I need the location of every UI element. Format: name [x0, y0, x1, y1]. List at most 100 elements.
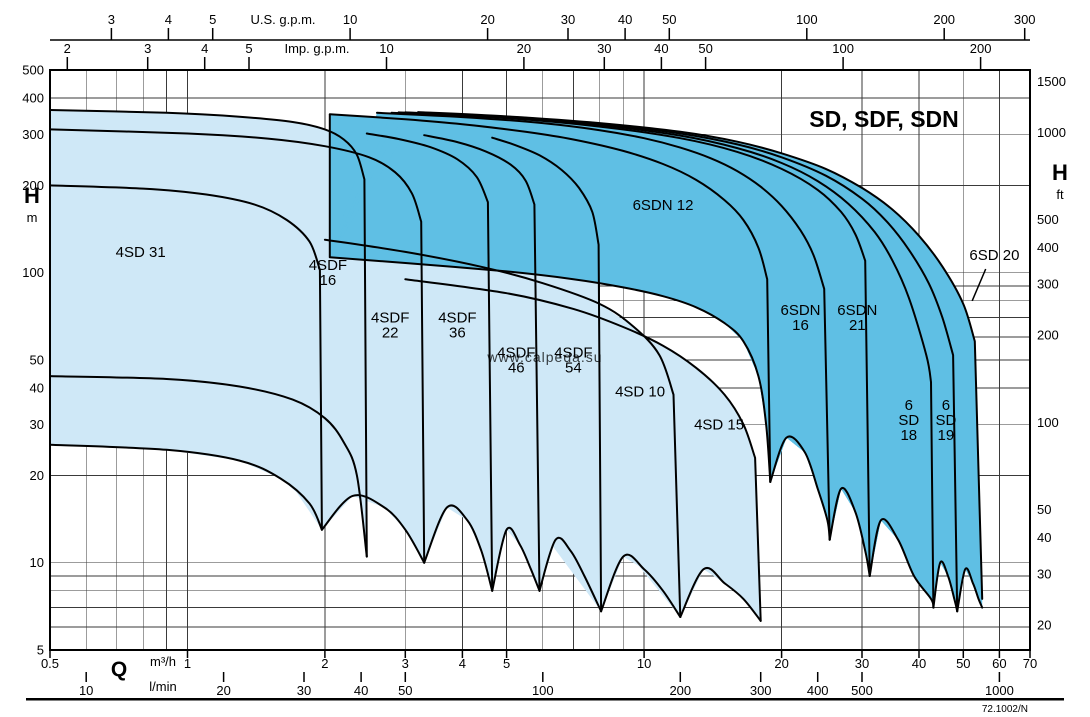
- curve-top-4sd-10: [323, 238, 682, 618]
- curve-top-6sdn-16: [376, 111, 831, 541]
- imp-gpm-tick-label: 200: [970, 41, 992, 56]
- envelope-fill-4sd-15: [405, 279, 761, 621]
- imp-gpm-tick-label: 3: [144, 41, 151, 56]
- pump-label-4sdf-46: 4SDF 46: [497, 345, 535, 377]
- h-m-tick-label: 400: [22, 91, 44, 106]
- us-gpm-tick-label: 40: [618, 12, 632, 27]
- q-m3h-tick-label: 0.5: [41, 656, 59, 671]
- h-ft-tick-label: 500: [1037, 212, 1059, 227]
- h-m-tick-label: 30: [30, 417, 44, 432]
- imp-gpm-tick-label: 2: [64, 41, 71, 56]
- h-m-tick-label: 5: [37, 643, 44, 658]
- curve-bottom-6sd-20: [956, 567, 984, 613]
- q-m3h-tick-label: 70: [1023, 656, 1037, 671]
- q-m3h-tick-label: 60: [992, 656, 1006, 671]
- h-ft-tick-label: 40: [1037, 530, 1051, 545]
- pump-label-6sd-18: 6 SD 18: [898, 397, 919, 444]
- curve-top-4sdf-54: [491, 136, 603, 613]
- q-lmin-tick-label: 300: [750, 683, 772, 698]
- q-m3h-axis-unit: m³/h: [150, 654, 176, 669]
- curve-bottom-4sdf-22: [320, 494, 426, 564]
- h-ft-tick-label: 300: [1037, 276, 1059, 291]
- curve-bottom-4sdf-36: [423, 504, 494, 592]
- q-lmin-tick-label: 40: [354, 683, 368, 698]
- h-m-tick-label: 200: [22, 178, 44, 193]
- imp-gpm-tick-label: 4: [201, 41, 208, 56]
- q-lmin-tick-label: 30: [297, 683, 311, 698]
- curve-bottom-6sdn-21: [828, 486, 871, 577]
- pump-label-4sdf-22: 4SDF 22: [371, 310, 409, 342]
- pump-label-4sd-15: 4SD 15: [694, 416, 744, 433]
- us-gpm-tick-label: 20: [480, 12, 494, 27]
- h-ft-tick-label: 1000: [1037, 125, 1066, 140]
- h-m-tick-label: 40: [30, 381, 44, 396]
- pump-label-4sdf-36: 4SDF 36: [438, 310, 476, 342]
- us-gpm-tick-label: 50: [662, 12, 676, 27]
- curve-top-6sdn-12: [328, 113, 772, 483]
- us-gpm-tick-label: 10: [343, 12, 357, 27]
- pump-label-6sd-20: 6SD 20: [969, 247, 1019, 264]
- envelope-curves: [49, 109, 984, 622]
- h-m-axis-unit: m: [27, 210, 38, 225]
- imp-gpm-tick-label: 20: [517, 41, 531, 56]
- pump-label-4sdf-16: 4SDF 16: [309, 257, 347, 289]
- imp-gpm-axis-title: Imp. g.p.m.: [284, 41, 349, 56]
- pump-label-4sdf-54: 4SDF 54: [554, 345, 592, 377]
- h-ft-tick-label: 30: [1037, 566, 1051, 581]
- us-gpm-tick-label: 4: [165, 12, 172, 27]
- pointer-line-6sd-20: [971, 268, 987, 302]
- q-lmin-tick-label: 200: [669, 683, 691, 698]
- q-lmin-tick-label: 400: [807, 683, 829, 698]
- q-axis-title: Q: [111, 658, 127, 681]
- curve-bottom-4sdf-16: [49, 375, 368, 558]
- pump-label-6sdn-21: 6SDN 21: [837, 302, 877, 334]
- q-lmin-tick-label: 20: [216, 683, 230, 698]
- us-gpm-axis-title: U.S. g.p.m.: [250, 12, 315, 27]
- us-gpm-tick-label: 300: [1014, 12, 1036, 27]
- h-ft-tick-label: 50: [1037, 502, 1051, 517]
- curve-bottom-4sd-15: [679, 566, 762, 622]
- pump-label-4sd-31: 4SD 31: [116, 244, 166, 261]
- q-lmin-tick-label: 50: [398, 683, 412, 698]
- pump-label-6sd-19: 6 SD 19: [935, 397, 956, 444]
- h-ft-tick-label: 400: [1037, 240, 1059, 255]
- q-m3h-tick-label: 3: [402, 656, 409, 671]
- pump-label-6sdn-16: 6SDN 16: [780, 302, 820, 334]
- curve-top-6sd-20: [417, 111, 984, 600]
- imp-gpm-tick-label: 50: [698, 41, 712, 56]
- imp-gpm-tick-label: 30: [597, 41, 611, 56]
- curve-bottom-4sd-31: [49, 443, 323, 531]
- footer-rule: [26, 698, 1064, 701]
- h-m-tick-label: 100: [22, 265, 44, 280]
- q-m3h-tick-label: 4: [459, 656, 466, 671]
- imp-gpm-tick-label: 100: [832, 41, 854, 56]
- h-ft-tick-label: 20: [1037, 618, 1051, 633]
- h-ft-tick-label: 200: [1037, 328, 1059, 343]
- q-m3h-tick-label: 40: [912, 656, 926, 671]
- q-lmin-tick-label: 1000: [985, 683, 1014, 698]
- imp-gpm-tick-label: 5: [245, 41, 252, 56]
- h-m-tick-label: 10: [30, 555, 44, 570]
- q-m3h-tick-label: 1: [184, 656, 191, 671]
- curve-top-4sd-15: [404, 278, 762, 622]
- q-lmin-axis-unit: l/min: [149, 679, 176, 694]
- us-gpm-tick-label: 200: [933, 12, 955, 27]
- curve-bottom-6sd-19: [932, 560, 959, 613]
- pump-label-4sd-10: 4SD 10: [615, 383, 665, 400]
- h-ft-axis-title: H: [1052, 160, 1068, 185]
- curve-bottom-6sdn-12: [328, 256, 772, 483]
- h-m-tick-label: 50: [30, 353, 44, 368]
- plot-border: [49, 69, 1031, 651]
- curve-bottom-4sdf-46: [491, 526, 541, 592]
- h-ft-axis-unit: ft: [1056, 187, 1064, 202]
- q-lmin-tick-label: 500: [851, 683, 873, 698]
- us-gpm-tick-label: 3: [108, 12, 115, 27]
- chart-title: SD, SDF, SDN: [809, 106, 959, 132]
- q-m3h-tick-label: 2: [321, 656, 328, 671]
- q-m3h-tick-label: 20: [774, 656, 788, 671]
- curve-bottom-4sd-10: [600, 553, 682, 618]
- q-m3h-tick-label: 5: [503, 656, 510, 671]
- pump-labels: 4SD 31 4SDF 16 4SDF 22 4SDF 36 4SDF 46 4SDF 54 4SD …: [116, 197, 1020, 444]
